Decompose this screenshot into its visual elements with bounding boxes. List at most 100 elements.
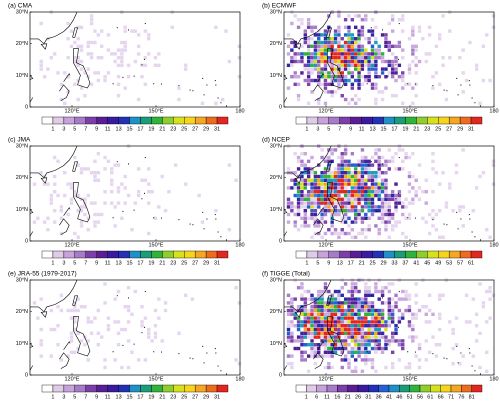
colorbar-label: 19: [148, 394, 154, 400]
density-cell: [417, 163, 422, 167]
density-cell: [407, 171, 412, 175]
lon-tick-label: 150°E: [402, 242, 417, 248]
density-cell: [397, 358, 402, 362]
density-cell: [286, 86, 291, 90]
density-cell: [441, 235, 445, 240]
density-cell: [157, 63, 161, 68]
density-cell: [360, 327, 365, 332]
density-cell: [323, 289, 328, 294]
density-cell: [100, 44, 104, 49]
density-cell: [417, 308, 422, 313]
density-cell: [303, 40, 307, 45]
density-cell: [367, 56, 371, 60]
density-cell: [343, 346, 348, 351]
colorbar-label: 3: [316, 126, 319, 132]
density-cell: [404, 197, 408, 202]
density-cell: [384, 339, 388, 343]
density-cell: [303, 152, 307, 156]
colorbar-box: [173, 116, 185, 125]
density-cell: [431, 86, 435, 90]
density-cell: [126, 320, 131, 324]
density-cell: [320, 155, 324, 160]
density-cell: [310, 205, 314, 209]
density-cell: [441, 56, 445, 60]
density-cell: [39, 21, 43, 26]
island: [144, 23, 146, 25]
density-cell: [491, 14, 496, 18]
colorbar-box: [96, 116, 108, 125]
island: [469, 84, 471, 86]
density-cell: [387, 63, 391, 68]
density-cell: [116, 289, 121, 294]
density-cell: [424, 190, 428, 194]
island: [370, 27, 372, 29]
density-cell: [313, 201, 318, 205]
density-cell: [333, 327, 338, 332]
density-cell: [290, 186, 294, 190]
density-cell: [347, 25, 351, 30]
density-cell: [374, 86, 378, 90]
island: [480, 239, 481, 241]
density-cell: [380, 312, 385, 317]
density-cell: [421, 190, 425, 194]
density-cell: [32, 220, 37, 224]
colorbar-label: 19: [148, 260, 154, 266]
density-cell: [360, 346, 365, 351]
coastline: [313, 218, 324, 235]
density-cell: [364, 301, 368, 305]
density-cell: [374, 25, 378, 30]
colorbar-box: [129, 116, 141, 125]
density-cell: [323, 78, 328, 83]
density-cell: [387, 235, 391, 240]
density-cell: [327, 178, 331, 183]
density-cell: [313, 209, 318, 213]
density-cell: [411, 29, 415, 33]
density-cell: [306, 331, 311, 336]
density-cell: [350, 346, 355, 351]
density-cell: [340, 201, 344, 205]
density-cell: [434, 171, 439, 175]
density-cell: [320, 174, 324, 179]
colorbar-box: [184, 250, 196, 259]
density-cell: [317, 63, 321, 68]
density-cell: [374, 320, 378, 324]
density-cell: [350, 197, 355, 202]
density-cell: [411, 52, 415, 56]
colorbar-box: [306, 250, 319, 259]
density-cell: [313, 190, 318, 194]
density-cell: [397, 63, 402, 68]
density-cell: [367, 71, 371, 75]
colorbar-label: 16: [334, 394, 340, 400]
density-cell: [390, 339, 395, 343]
density-cell: [364, 190, 368, 194]
density-cell: [327, 82, 331, 87]
density-cell: [293, 59, 297, 64]
density-cell: [317, 289, 321, 294]
density-cell: [357, 209, 361, 213]
density-cell: [384, 286, 388, 290]
density-cell: [86, 216, 90, 221]
density-cell: [306, 78, 311, 83]
island: [220, 370, 222, 372]
density-cell: [310, 52, 314, 56]
density-cell: [333, 40, 338, 45]
density-cell: [46, 182, 50, 186]
density-cell: [143, 178, 148, 183]
colorbar-label: 7: [338, 126, 341, 132]
density-cell: [367, 201, 371, 205]
colorbar-box: [216, 384, 229, 393]
density-cell: [411, 86, 415, 90]
island: [474, 102, 476, 104]
density-cell: [320, 56, 324, 60]
density-cell: [347, 71, 351, 75]
density-cell: [313, 25, 318, 30]
colorbar-box: [96, 384, 108, 393]
density-cell: [330, 197, 334, 202]
island: [397, 192, 399, 194]
density-cell: [337, 193, 341, 198]
density-cell: [417, 186, 422, 190]
density-cell: [313, 308, 318, 313]
density-cell: [347, 362, 351, 366]
density-cell: [76, 37, 80, 41]
colorbar-label: 9: [95, 126, 98, 132]
